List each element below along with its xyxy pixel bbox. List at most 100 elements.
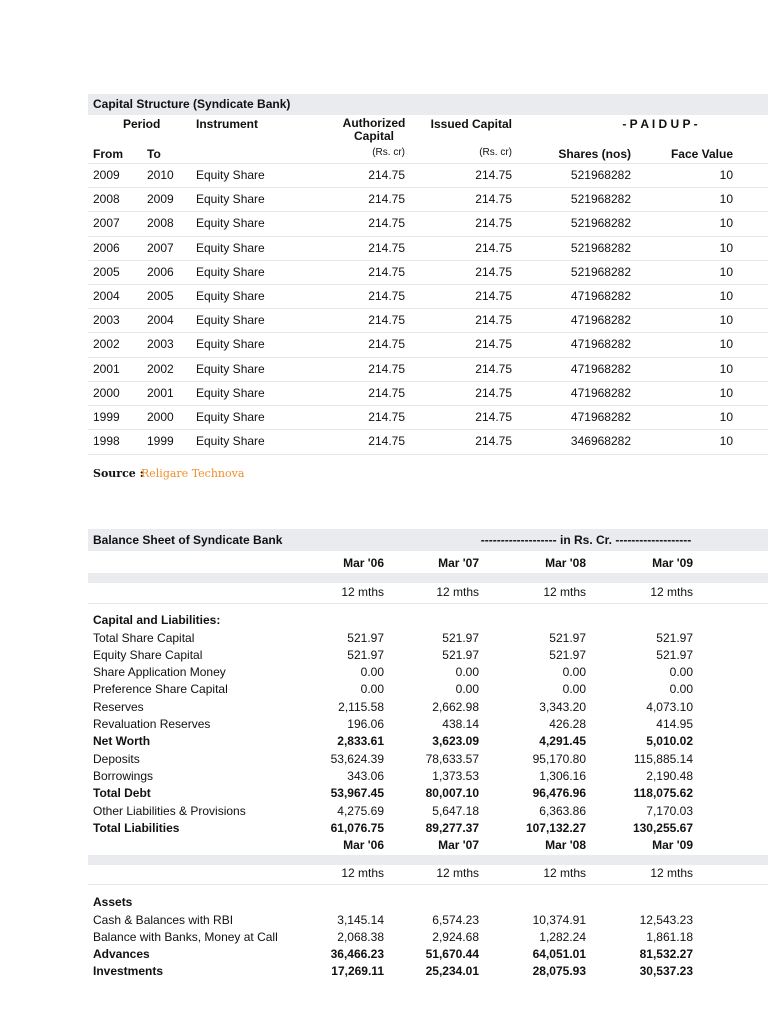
row-label: Advances <box>93 947 150 962</box>
unit-label: (Rs. cr) <box>479 147 512 158</box>
row-value: 89,277.37 <box>425 820 479 835</box>
row-value: 0.00 <box>455 665 479 680</box>
row-divider <box>88 308 768 310</box>
row-value: 521.97 <box>549 630 586 645</box>
table-cell: 214.75 <box>475 434 512 449</box>
row-divider <box>88 380 768 382</box>
table-cell: 2008 <box>93 192 120 207</box>
period-header: Mar '09 <box>652 838 693 852</box>
table-cell: 214.75 <box>368 168 405 182</box>
table-cell: 214.75 <box>368 385 405 400</box>
table-cell: 2001 <box>147 385 174 400</box>
table-cell: Equity Share <box>196 264 265 279</box>
row-value: 426.28 <box>549 717 586 731</box>
source-label: Source : <box>93 467 144 480</box>
table-cell: 2000 <box>93 385 120 400</box>
row-divider <box>88 453 768 455</box>
row-divider <box>88 405 768 406</box>
column-header: Issued Capital <box>430 117 512 131</box>
duration-label: 12 mths <box>341 585 384 599</box>
table-cell: 471968282 <box>570 410 631 424</box>
row-value: 130,255.67 <box>632 820 693 835</box>
table-cell: 2005 <box>147 289 174 303</box>
row-label: Total Share Capital <box>93 630 195 645</box>
table-cell: 2009 <box>93 168 120 182</box>
period-header: Mar '06 <box>343 556 384 570</box>
table-cell: 214.75 <box>368 289 405 303</box>
table-cell: 10 <box>719 240 733 255</box>
row-label: Share Application Money <box>93 665 226 680</box>
row-value: 78,633.57 <box>425 751 479 766</box>
column-header: Shares (nos) <box>558 147 631 161</box>
row-value: 12,543.23 <box>639 912 693 927</box>
table-cell: 2002 <box>93 337 120 352</box>
table-cell: 521968282 <box>570 240 631 255</box>
row-value: 2,190.48 <box>646 768 693 783</box>
row-value: 5,647.18 <box>432 803 479 818</box>
table-cell: 2003 <box>147 337 174 352</box>
table-cell: 10 <box>719 385 733 400</box>
row-value: 521.97 <box>656 630 693 645</box>
table-cell: 10 <box>719 434 733 449</box>
header-band <box>88 529 768 551</box>
unit-label: (Rs. cr) <box>372 147 405 158</box>
period-header: Mar '08 <box>545 838 586 852</box>
row-value: 521.97 <box>656 647 693 662</box>
table-cell: 10 <box>719 313 733 328</box>
table-cell: 521968282 <box>570 192 631 207</box>
table-cell: 214.75 <box>475 313 512 328</box>
table-cell: 2005 <box>93 264 120 279</box>
table-cell: 214.75 <box>475 410 512 424</box>
row-label: Investments <box>93 964 164 979</box>
table-cell: Equity Share <box>196 361 265 376</box>
row-divider <box>88 356 768 358</box>
table-cell: 2002 <box>147 361 174 376</box>
row-divider <box>88 884 768 885</box>
row-value: 6,574.23 <box>432 912 479 927</box>
table-cell: 214.75 <box>475 264 512 279</box>
table-cell: 214.75 <box>368 240 405 255</box>
duration-label: 12 mths <box>341 866 384 880</box>
table-cell: 214.75 <box>368 410 405 424</box>
row-value: 4,275.69 <box>337 803 384 818</box>
row-value: 2,115.58 <box>338 699 384 714</box>
table-cell: 2001 <box>93 361 120 376</box>
duration-label: 12 mths <box>650 585 693 599</box>
row-value: 2,068.38 <box>337 929 384 944</box>
row-label: Other Liabilities & Provisions <box>93 803 246 818</box>
table-cell: 214.75 <box>368 361 405 376</box>
row-value: 0.00 <box>562 665 586 680</box>
period-header: Mar '09 <box>652 556 693 570</box>
duration-label: 12 mths <box>543 866 586 880</box>
row-value: 36,466.23 <box>330 947 384 962</box>
row-value: 3,343.20 <box>539 699 586 714</box>
table-cell: 2004 <box>147 313 174 328</box>
row-value: 0.00 <box>360 682 384 697</box>
row-divider <box>88 187 768 189</box>
table-cell: 471968282 <box>570 385 631 400</box>
row-label: Preference Share Capital <box>93 682 228 697</box>
row-value: 95,170.80 <box>532 751 586 766</box>
period-header: Mar '07 <box>438 556 479 570</box>
row-label: Deposits <box>93 751 140 766</box>
row-value: 1,373.53 <box>432 768 479 783</box>
table-cell: 471968282 <box>570 313 631 328</box>
row-value: 4,291.45 <box>539 734 586 749</box>
row-value: 80,007.10 <box>425 786 479 801</box>
table-cell: 10 <box>719 410 733 424</box>
row-value: 4,073.10 <box>646 699 693 714</box>
table-cell: 214.75 <box>368 313 405 328</box>
table-cell: 214.75 <box>475 361 512 376</box>
row-value: 25,234.01 <box>425 964 479 979</box>
row-label: Balance with Banks, Money at Call <box>93 929 278 944</box>
table-cell: 471968282 <box>570 289 631 303</box>
source-link: Religare Technova <box>141 467 245 480</box>
duration-label: 12 mths <box>436 866 479 880</box>
row-value: 1,861.18 <box>646 929 693 944</box>
table-cell: 214.75 <box>475 192 512 207</box>
row-value: 3,145.14 <box>337 912 384 927</box>
table-cell: 214.75 <box>475 385 512 400</box>
row-value: 0.00 <box>455 682 479 697</box>
table-cell: Equity Share <box>196 434 265 449</box>
